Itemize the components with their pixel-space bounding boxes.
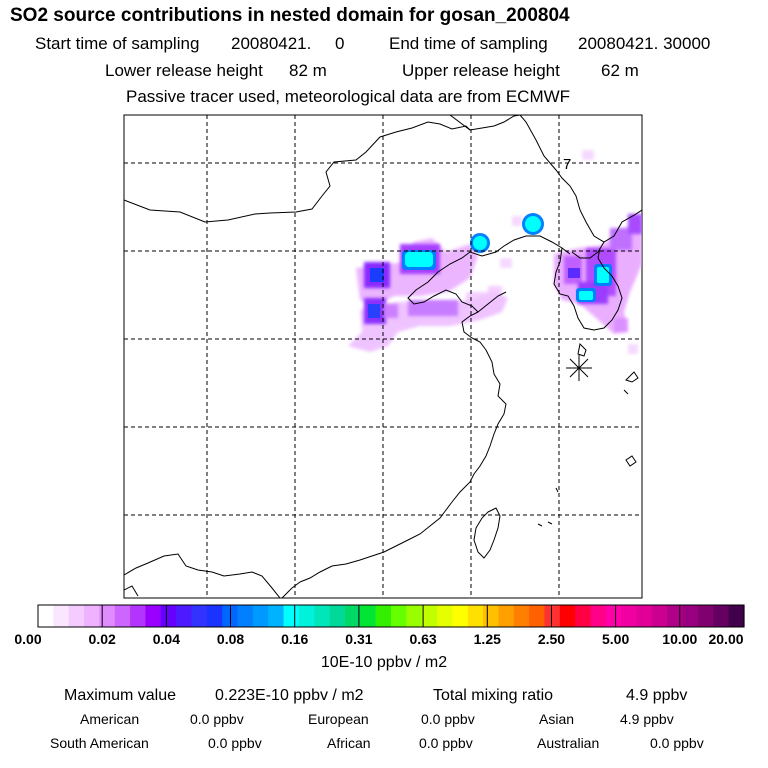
- colorbar-cell: [344, 605, 361, 627]
- plot-title: SO2 source contributions in nested domai…: [10, 5, 570, 26]
- source-name-asian: Asian: [539, 711, 575, 727]
- colorbar-cell: [298, 605, 315, 627]
- colorbar-cell: [84, 605, 100, 627]
- colorbar-cell: [621, 605, 638, 627]
- source-value-european: 0.0 ppbv: [421, 711, 475, 727]
- colorbar-cell: [375, 605, 392, 627]
- colorbar-cell: [252, 605, 269, 627]
- colorbar-tick-label: 0.02: [88, 631, 116, 647]
- colorbar-cell: [191, 605, 208, 627]
- source-name-american: American: [80, 711, 140, 727]
- colorbar-tick-label: 0.63: [409, 631, 437, 647]
- end-time-label: End time of sampling: [389, 34, 548, 53]
- colorbar-tick-label: 20.00: [708, 631, 744, 647]
- colorbar-cell: [206, 605, 223, 627]
- source-name-south-american: South American: [50, 735, 149, 751]
- colorbar-tick-label: 10.00: [662, 631, 698, 647]
- lower-release-value: 82 m: [289, 61, 327, 80]
- colorbar-cell: [53, 605, 70, 627]
- source-value-south-american: 0.0 ppbv: [208, 735, 262, 751]
- colorbar-tick-label: 0.00: [14, 631, 42, 647]
- receptor-marker: [566, 355, 592, 381]
- colorbar-cell: [651, 605, 668, 627]
- colorbar-cell: [529, 605, 546, 627]
- colorbar-cell: [697, 605, 714, 627]
- source-name-african: African: [327, 735, 371, 751]
- source-value-asian: 4.9 ppbv: [620, 711, 674, 727]
- colorbar-cell: [130, 605, 147, 627]
- colorbar-cells: [38, 605, 745, 627]
- colorbar-cell: [283, 605, 300, 627]
- end-time-value: 20080421. 30000: [578, 34, 711, 53]
- colorbar-cell: [667, 605, 684, 627]
- colorbar-cell: [513, 605, 530, 627]
- colorbar-cell: [114, 605, 131, 627]
- start-time-value: 20080421. 0: [231, 34, 345, 53]
- colorbar-tick-label: 0.08: [216, 631, 245, 647]
- colorbar-cell: [160, 605, 177, 627]
- colorbar-cell: [314, 605, 331, 627]
- colorbar-cell: [605, 605, 622, 627]
- total-mixing-label: Total mixing ratio: [433, 687, 554, 704]
- site-number-label: 7: [563, 156, 571, 173]
- coastlines: [124, 115, 642, 598]
- max-value: 0.223E-10 ppbv / m2: [215, 687, 364, 704]
- colorbar-tick-label: 0.04: [152, 631, 180, 647]
- colorbar-tick-label: 1.25: [473, 631, 501, 647]
- colorbar-tick-marks: [101, 605, 681, 627]
- colorbar-tick-label: 2.50: [537, 631, 566, 647]
- colorbar-tick-label: 5.00: [602, 631, 630, 647]
- source-value-african: 0.0 ppbv: [419, 735, 473, 751]
- colorbar-cell: [268, 605, 285, 627]
- colorbar-cell: [575, 605, 592, 627]
- colorbar-cell: [636, 605, 653, 627]
- colorbar-cell: [682, 605, 699, 627]
- colorbar-cell: [360, 605, 377, 627]
- lower-release-label: Lower release height: [105, 61, 263, 80]
- colorbar-cell: [237, 605, 254, 627]
- colorbar-cell: [99, 605, 116, 627]
- colorbar-cell: [406, 605, 423, 627]
- colorbar-cell: [728, 605, 745, 627]
- colorbar-cell: [498, 605, 515, 627]
- colorbar-cell: [559, 605, 576, 627]
- colorbar-cell: [452, 605, 469, 627]
- colorbar-cell: [713, 605, 730, 627]
- colorbar-cell: [467, 605, 484, 627]
- upper-release-label: Upper release height: [402, 61, 560, 80]
- colorbar-frame: [37, 604, 745, 628]
- source-name-european: European: [308, 711, 369, 727]
- colorbar-cell: [176, 605, 193, 627]
- colorbar-cell: [391, 605, 407, 627]
- total-mixing-value: 4.9 ppbv: [626, 687, 688, 704]
- colorbar-cell: [145, 605, 162, 627]
- colorbar-cell: [544, 605, 561, 627]
- colorbar-tick-label: 0.16: [281, 631, 309, 647]
- colorbar-cell: [329, 605, 346, 627]
- source-value-australian: 0.0 ppbv: [650, 735, 704, 751]
- upper-release-value: 62 m: [601, 61, 639, 80]
- max-value-label: Maximum value: [64, 687, 177, 704]
- colorbar-cell: [38, 605, 54, 627]
- source-name-australian: Australian: [537, 735, 600, 751]
- colorbar-cell: [590, 605, 607, 627]
- colorbar-cell: [437, 605, 453, 627]
- colorbar-unit: 10E-10 ppbv / m2: [320, 654, 448, 671]
- source-value-american: 0.0 ppbv: [190, 711, 244, 727]
- colorbar-cell: [68, 605, 85, 627]
- start-time-label: Start time of sampling: [35, 34, 200, 53]
- colorbar-tick-label: 0.31: [345, 631, 373, 647]
- lat-lon-grid: [124, 115, 642, 598]
- tracer-note: Passive tracer used, meteorological data…: [126, 87, 571, 106]
- colorbar-cell: [483, 605, 500, 627]
- colorbar-cell: [421, 605, 438, 627]
